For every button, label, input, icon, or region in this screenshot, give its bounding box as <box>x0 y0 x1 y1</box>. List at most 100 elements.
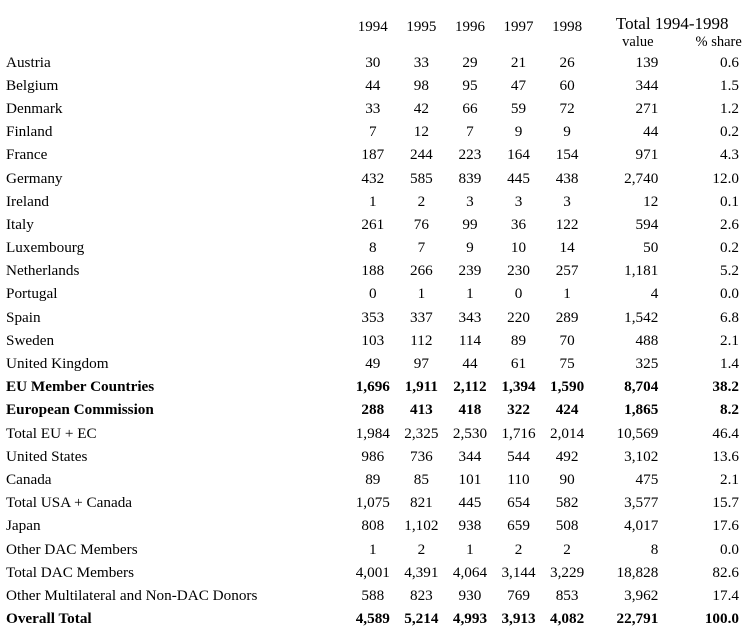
cell-y1995: 98 <box>413 76 429 94</box>
cell-y1994: 261 <box>361 215 385 233</box>
cell-share: 17.6 <box>712 517 739 535</box>
cell-y1998: 122 <box>555 215 579 233</box>
cell-y1995: 42 <box>413 99 429 117</box>
table-row: United States 986 736 344 544 492 3,102 13.6 <box>0 445 753 468</box>
cell-value: 488 <box>635 331 659 349</box>
cell-y1997: 445 <box>507 169 530 187</box>
row-label: Italy <box>6 215 34 233</box>
cell-share: 0.6 <box>720 53 739 71</box>
cell-value: 344 <box>635 76 659 94</box>
cell-share: 2.6 <box>720 215 739 233</box>
table-row: Total EU + EC 1,984 2,325 2,530 1,716 2,014 10… <box>0 422 753 445</box>
cell-y1996: 95 <box>462 76 478 94</box>
cell-y1997: 1,394 <box>501 378 536 396</box>
row-label: Other DAC Members <box>6 540 138 558</box>
cell-share: 6.8 <box>720 308 739 326</box>
cell-y1997: 220 <box>507 308 530 326</box>
cell-y1997: 21 <box>510 53 527 71</box>
cell-y1994: 7 <box>368 123 377 141</box>
table-row: Canada 89 85 101 110 90 475 2.1 <box>0 468 753 491</box>
row-label: Austria <box>6 53 51 71</box>
header-year: 1995 <box>406 19 437 35</box>
cell-y1998: 257 <box>555 262 579 280</box>
row-label: Germany <box>6 169 63 187</box>
cell-y1995: 2,325 <box>404 424 439 442</box>
cell-y1996: 44 <box>462 355 478 373</box>
table-row: Total DAC Members 4,001 4,391 4,064 3,144 3,2… <box>0 561 753 584</box>
table-row: Denmark 33 42 66 59 72 271 1.2 <box>0 97 753 120</box>
table-row: Netherlands 188 266 239 230 257 1,181 5.2 <box>0 260 753 283</box>
cell-y1998: 14 <box>559 239 575 257</box>
cell-y1996: 930 <box>458 586 482 604</box>
cell-y1996: 418 <box>458 401 482 419</box>
cell-y1994: 1,984 <box>355 424 390 442</box>
cell-y1995: 736 <box>409 447 433 465</box>
cell-y1996: 29 <box>462 53 478 71</box>
header-share: % share <box>695 34 742 50</box>
cell-y1996: 4,993 <box>452 610 488 628</box>
row-label: Japan <box>6 517 41 535</box>
cell-share: 13.6 <box>712 447 739 465</box>
cell-y1997: 36 <box>510 215 527 233</box>
cell-y1998: 3,229 <box>550 563 585 581</box>
cell-y1996: 66 <box>462 99 478 117</box>
row-label: Luxembourg <box>6 239 85 257</box>
cell-y1995: 823 <box>409 586 433 604</box>
cell-y1997: 3 <box>514 192 523 210</box>
row-label: Total EU + EC <box>6 424 97 442</box>
cell-value: 1,542 <box>624 308 659 326</box>
cell-value: 50 <box>643 239 659 257</box>
table-row: Portugal 0 1 1 0 1 4 0.0 <box>0 283 753 306</box>
cell-y1997: 164 <box>507 146 530 164</box>
table-row: Belgium 44 98 95 47 60 344 1.5 <box>0 74 753 97</box>
cell-y1995: 413 <box>409 401 433 419</box>
cell-value: 594 <box>635 215 659 233</box>
table-row: France 187 244 223 164 154 971 4.3 <box>0 144 753 167</box>
cell-value: 18,828 <box>616 563 659 581</box>
cell-y1994: 1,075 <box>355 494 390 512</box>
cell-share: 5.2 <box>720 262 739 280</box>
cell-y1996: 938 <box>458 517 482 535</box>
row-label: Belgium <box>6 76 59 94</box>
cell-y1995: 12 <box>413 123 429 141</box>
cell-share: 100.0 <box>704 610 739 628</box>
cell-y1995: 266 <box>409 262 433 280</box>
table-row: Japan 808 1,102 938 659 508 4,017 17.6 <box>0 515 753 538</box>
cell-y1997: 544 <box>507 447 530 465</box>
cell-y1997: 110 <box>507 470 530 488</box>
cell-y1997: 2 <box>514 540 523 558</box>
cell-y1998: 582 <box>555 494 579 512</box>
header-year: 1994 <box>357 19 388 35</box>
cell-y1997: 89 <box>510 331 527 349</box>
cell-y1998: 60 <box>559 76 575 94</box>
cell-value: 475 <box>635 470 659 488</box>
cell-y1994: 4,589 <box>355 610 390 628</box>
cell-y1998: 4,082 <box>550 610 585 628</box>
cell-y1996: 99 <box>462 215 478 233</box>
table-row: EU Member Countries 1,696 1,911 2,112 1,394 1… <box>0 376 753 399</box>
table-row: Luxembourg 8 7 9 10 14 50 0.2 <box>0 237 753 260</box>
cell-value: 8,704 <box>624 378 659 396</box>
cell-y1996: 344 <box>458 447 482 465</box>
cell-y1998: 2,014 <box>550 424 585 442</box>
cell-value: 271 <box>635 99 659 117</box>
cell-y1995: 112 <box>410 331 433 349</box>
row-label: Overall Total <box>6 610 92 628</box>
cell-y1996: 4,064 <box>452 563 488 581</box>
cell-y1995: 7 <box>417 239 426 257</box>
cell-y1996: 239 <box>458 262 482 280</box>
cell-y1996: 223 <box>458 146 482 164</box>
cell-y1996: 101 <box>458 470 482 488</box>
cell-y1997: 769 <box>507 586 530 604</box>
table-body: Austria 30 33 29 21 26 139 0.6 Belgium 44 98 95 47 60… <box>0 51 753 631</box>
cell-y1996: 7 <box>466 123 474 141</box>
cell-y1996: 2,112 <box>453 378 487 396</box>
cell-y1998: 853 <box>555 586 579 604</box>
cell-y1995: 585 <box>409 169 433 187</box>
cell-y1994: 103 <box>361 331 385 349</box>
table-header: 1994 1995 1996 1997 1998 Total 1994-1998… <box>0 4 753 51</box>
cell-y1994: 432 <box>361 169 385 187</box>
cell-value: 1,181 <box>624 262 659 280</box>
cell-y1998: 9 <box>563 123 571 141</box>
